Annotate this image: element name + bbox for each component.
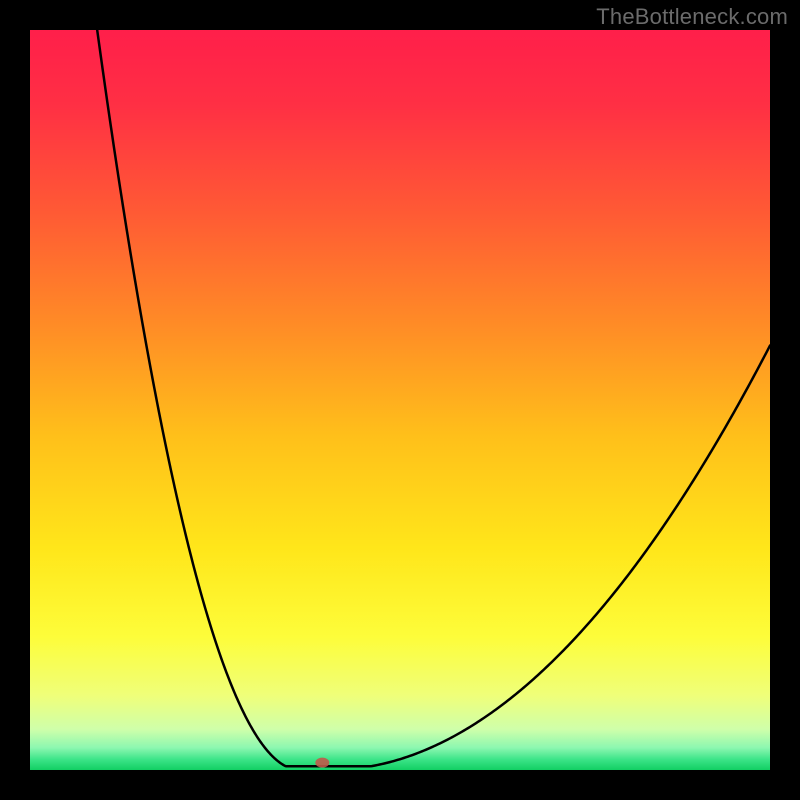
watermark-text: TheBottleneck.com xyxy=(596,4,788,30)
optimal-marker xyxy=(315,758,329,768)
plot-background xyxy=(30,30,770,770)
chart-container: TheBottleneck.com xyxy=(0,0,800,800)
bottleneck-chart xyxy=(30,30,770,770)
